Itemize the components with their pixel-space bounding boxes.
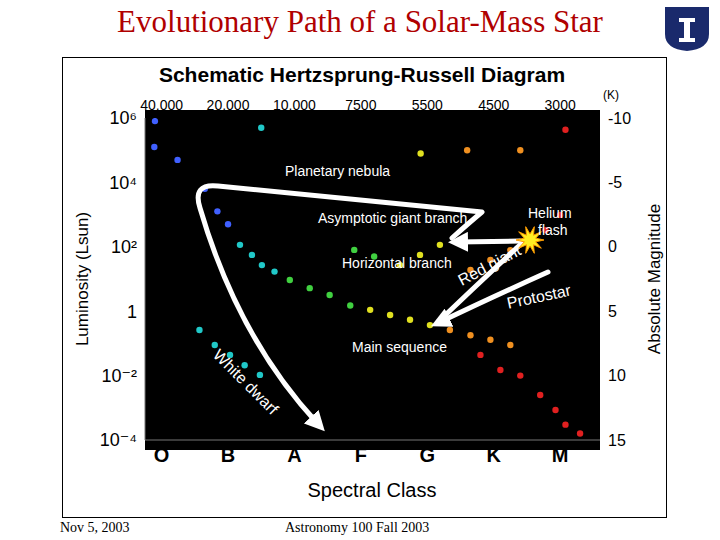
html-text:Astronomy 100 Fall 2003: Astronomy 100 Fall 2003 [285,520,430,535]
svg-text:G: G [420,444,436,466]
svg-text:5500: 5500 [412,97,443,113]
svg-text:Red giant: Red giant [455,241,524,288]
svg-text:K: K [486,444,501,466]
html-text:Evolutionary Path of a Solar-M: Evolutionary Path of a Solar-Mass Star [117,4,603,39]
svg-text:-5: -5 [608,174,622,191]
svg-text:10⁶: 10⁶ [110,108,137,128]
svg-text:Asymptotic giant branch: Asymptotic giant branch [318,210,467,226]
html-text:Nov 5, 2003: Nov 5, 2003 [60,520,130,535]
svg-text:M: M [552,444,569,466]
svg-text:Main sequence: Main sequence [352,339,447,355]
svg-text:10⁻⁴: 10⁻⁴ [100,430,137,450]
svg-text:0: 0 [608,238,617,255]
svg-text:10⁻²: 10⁻² [101,366,137,386]
svg-text:10⁴: 10⁴ [109,173,137,193]
svg-text:B: B [221,444,235,466]
svg-text:40,000: 40,000 [140,97,183,113]
svg-text:Horizontal branch: Horizontal branch [342,255,452,271]
svg-text:Spectral Class: Spectral Class [308,479,437,501]
svg-text:(K): (K) [603,88,619,102]
svg-text:10: 10 [608,367,626,384]
svg-text:A: A [287,444,301,466]
svg-text:Heliumflash: Heliumflash [528,205,572,238]
svg-text:Luminosity (Lsun): Luminosity (Lsun) [73,212,92,346]
svg-text:Schematic Hertzsprung-Russell: Schematic Hertzsprung-Russell Diagram [159,63,565,86]
svg-text:O: O [154,444,170,466]
svg-text:7500: 7500 [345,97,376,113]
svg-text:10²: 10² [111,237,137,257]
svg-text:5: 5 [608,303,617,320]
svg-text:3000: 3000 [545,97,576,113]
svg-text:Protostar: Protostar [505,281,573,311]
svg-text:White dwarf: White dwarf [210,346,282,418]
svg-text:-10: -10 [608,110,631,127]
svg-text:Planetary nebula: Planetary nebula [285,163,390,179]
svg-text:Absolute Magnitude: Absolute Magnitude [645,204,664,354]
svg-text:20,000: 20,000 [207,97,250,113]
svg-text:10,000: 10,000 [273,97,316,113]
svg-text:15: 15 [608,432,626,449]
svg-text:1: 1 [127,302,137,322]
svg-text:F: F [355,444,367,466]
svg-text:4500: 4500 [478,97,509,113]
